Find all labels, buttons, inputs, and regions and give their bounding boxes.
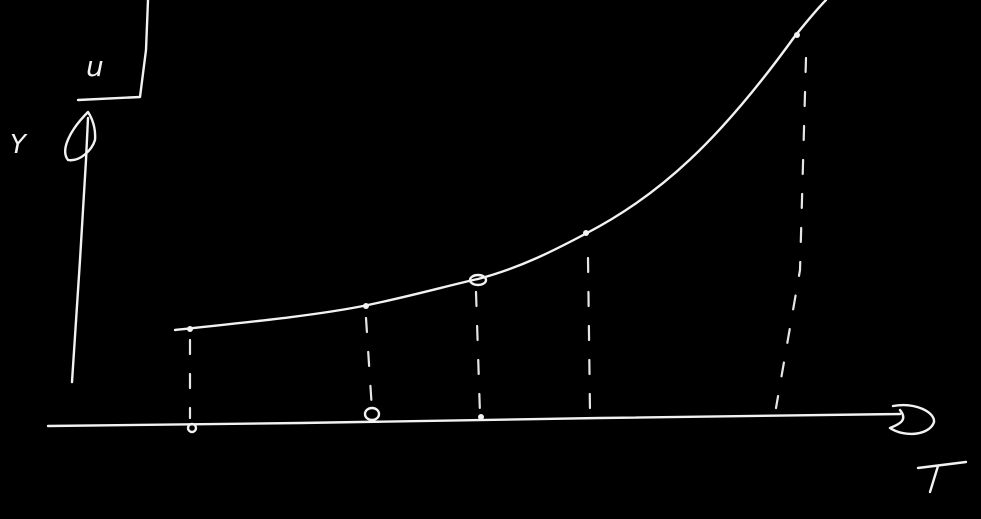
projection-line [474,290,482,416]
projection-line [586,256,592,414]
y-axis-arrow [64,110,97,162]
axis-point [478,414,484,420]
x-axis-label-mark [916,460,968,494]
x-axis [46,412,902,428]
curve-point [187,326,193,332]
projection-line [364,316,374,412]
projection-line [774,56,808,410]
axis-point [363,406,381,422]
curve-point [583,230,589,236]
curve [173,0,828,332]
curve-point [794,32,800,38]
box-label: u [86,50,104,83]
x-axis-arrow [888,403,936,436]
curve-point [363,303,369,309]
label-box [76,0,150,102]
y-axis [70,116,90,384]
curve-point [468,273,488,287]
axis-point [186,422,198,434]
y-axis-label: Y [10,130,28,160]
